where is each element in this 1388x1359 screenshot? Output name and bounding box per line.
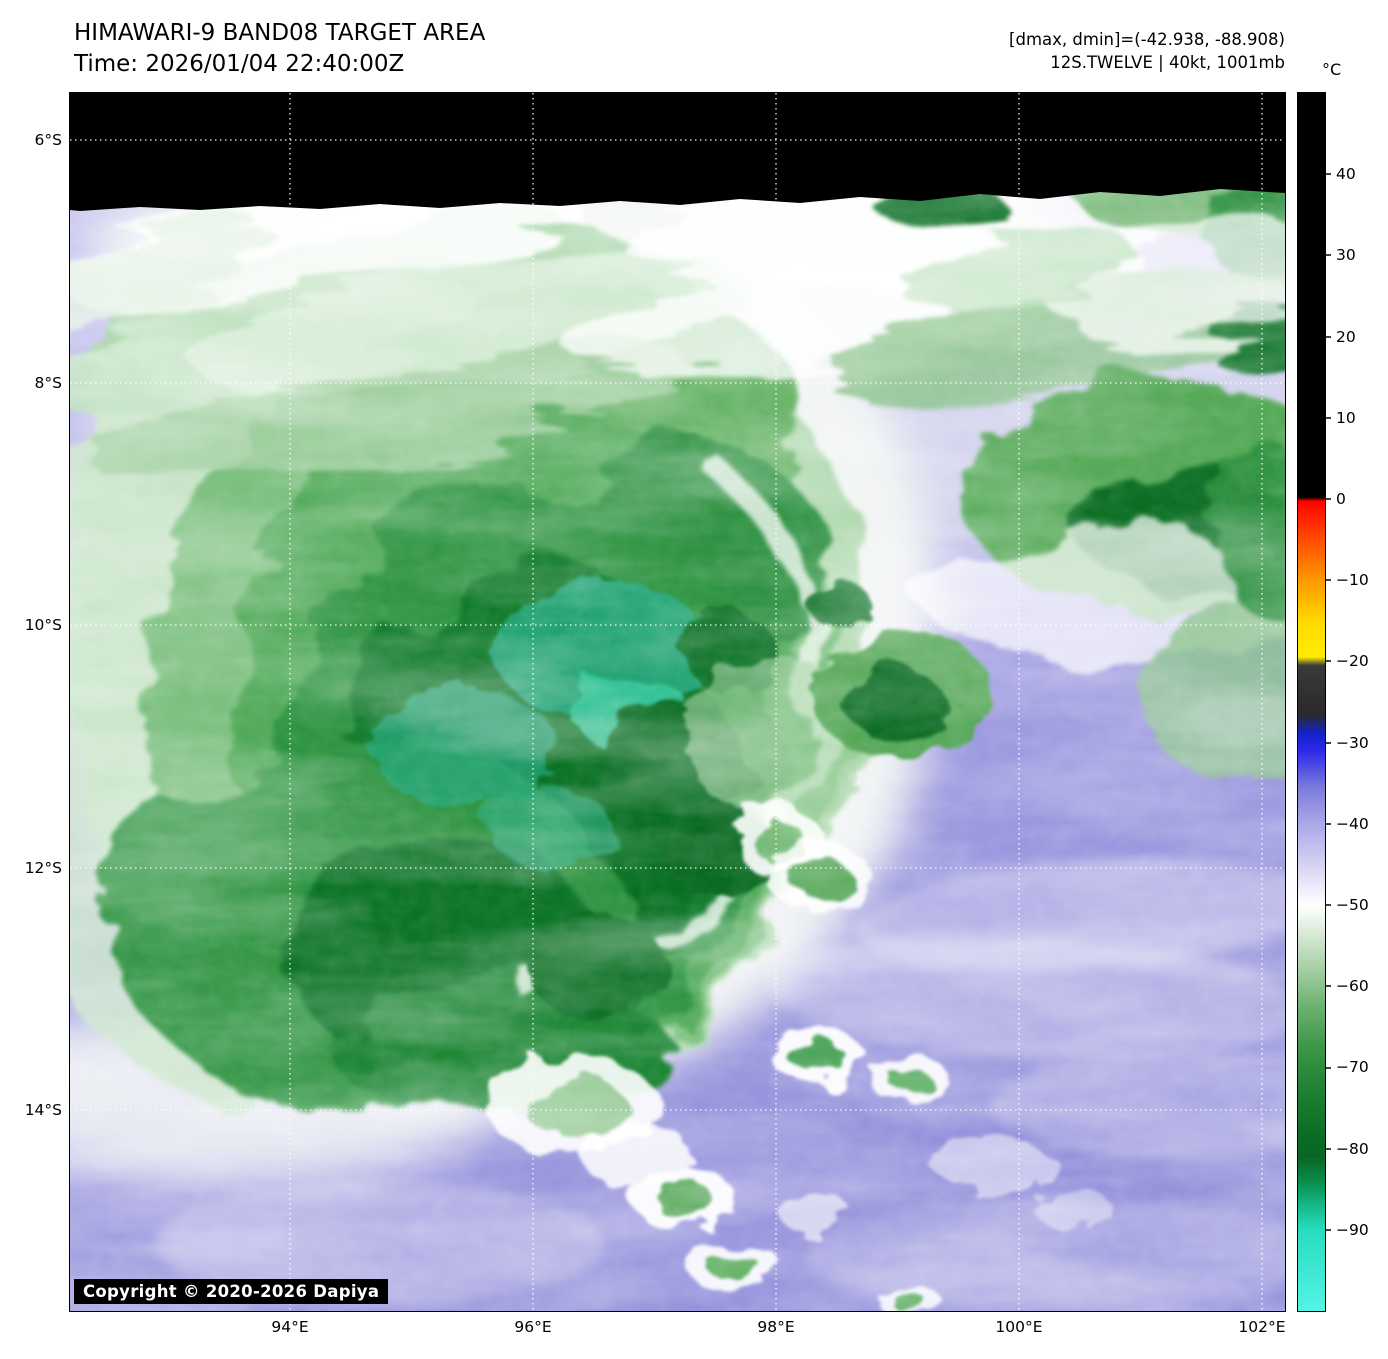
no-data-band [70,93,1285,211]
cloud-mottle-overlay [70,93,1285,1311]
copyright-watermark: Copyright © 2020-2026 Dapiya [74,1279,389,1304]
colorbar-tick-m40: −40 [1336,815,1369,833]
lon-tick-102e: 102°E [1238,1318,1286,1336]
dmax-dmin-readout: [dmax, dmin]=(-42.938, -88.908) [1009,30,1285,49]
lat-tick-14s: 14°S [24,1101,62,1119]
lon-tick-98e: 98°E [757,1318,795,1336]
colorbar-tick-m80: −80 [1336,1140,1369,1158]
lon-tick-100e: 100°E [995,1318,1043,1336]
storm-info: 12S.TWELVE | 40kt, 1001mb [1050,53,1285,72]
colorbar-tick-0: 0 [1336,490,1346,508]
colorbar-unit-label: °C [1322,60,1342,79]
colorbar-tick-m50: −50 [1336,896,1369,914]
header-right: [dmax, dmin]=(-42.938, -88.908) 12S.TWEL… [1009,28,1285,74]
page-title: HIMAWARI-9 BAND08 TARGET AREA [74,20,486,46]
colorbar-tick-m90: −90 [1336,1221,1369,1239]
colorbar-tick-marks [1325,173,1331,1231]
lon-tick-96e: 96°E [514,1318,552,1336]
colorbar [1297,92,1326,1312]
timestamp: Time: 2026/01/04 22:40:00Z [74,51,405,77]
lat-tick-6s: 6°S [34,131,62,149]
lon-tick-94e: 94°E [271,1318,309,1336]
colorbar-tick-40: 40 [1336,165,1356,183]
colorbar-tick-m30: −30 [1336,734,1369,752]
colorbar-tick-10: 10 [1336,409,1356,427]
colorbar-tick-30: 30 [1336,246,1356,264]
colorbar-tick-m20: −20 [1336,652,1369,670]
lat-tick-8s: 8°S [34,374,62,392]
satellite-image [70,93,1285,1311]
colorbar-tick-m60: −60 [1336,977,1369,995]
gridlines [70,93,1285,1311]
colorbar-tick-m70: −70 [1336,1058,1369,1076]
lat-tick-12s: 12°S [24,859,62,877]
lat-tick-10s: 10°S [24,616,62,634]
map-plot: Copyright © 2020-2026 Dapiya [69,92,1286,1312]
colorbar-tick-m10: −10 [1336,571,1369,589]
header-left: HIMAWARI-9 BAND08 TARGET AREA Time: 2026… [74,18,485,80]
colorbar-tick-20: 20 [1336,328,1356,346]
